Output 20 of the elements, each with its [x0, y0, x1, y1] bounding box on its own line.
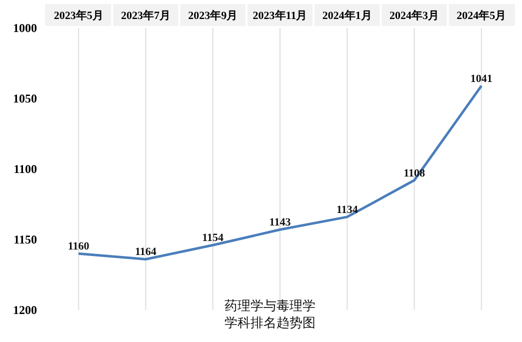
x-tick-label: 2024年5月: [456, 9, 506, 22]
x-tick-label: 2023年7月: [120, 9, 170, 22]
x-tick-label: 2024年1月: [322, 9, 372, 22]
y-tick-label: 1150: [14, 232, 37, 246]
data-label: 1164: [135, 246, 157, 258]
data-label: 1134: [336, 204, 358, 216]
text: 学科排名趋势图: [224, 315, 316, 330]
y-tick-label: 1100: [14, 162, 37, 176]
data-label: 1143: [269, 216, 292, 229]
x-tick-label: 2024年3月: [390, 9, 440, 22]
data-label: 1154: [202, 232, 224, 244]
data-label: 1041: [470, 72, 492, 85]
data-label: 1160: [68, 240, 90, 253]
x-tick-label: 2023年9月: [188, 9, 238, 22]
text: 药理学与毒理学: [224, 298, 316, 313]
y-tick-label: 1000: [13, 21, 37, 35]
y-tick-label: 1050: [13, 92, 37, 106]
y-tick-label: 1200: [13, 303, 37, 317]
x-tick-label: 2023年11月: [252, 9, 308, 22]
x-tick-label: 2023年5月: [54, 9, 104, 22]
